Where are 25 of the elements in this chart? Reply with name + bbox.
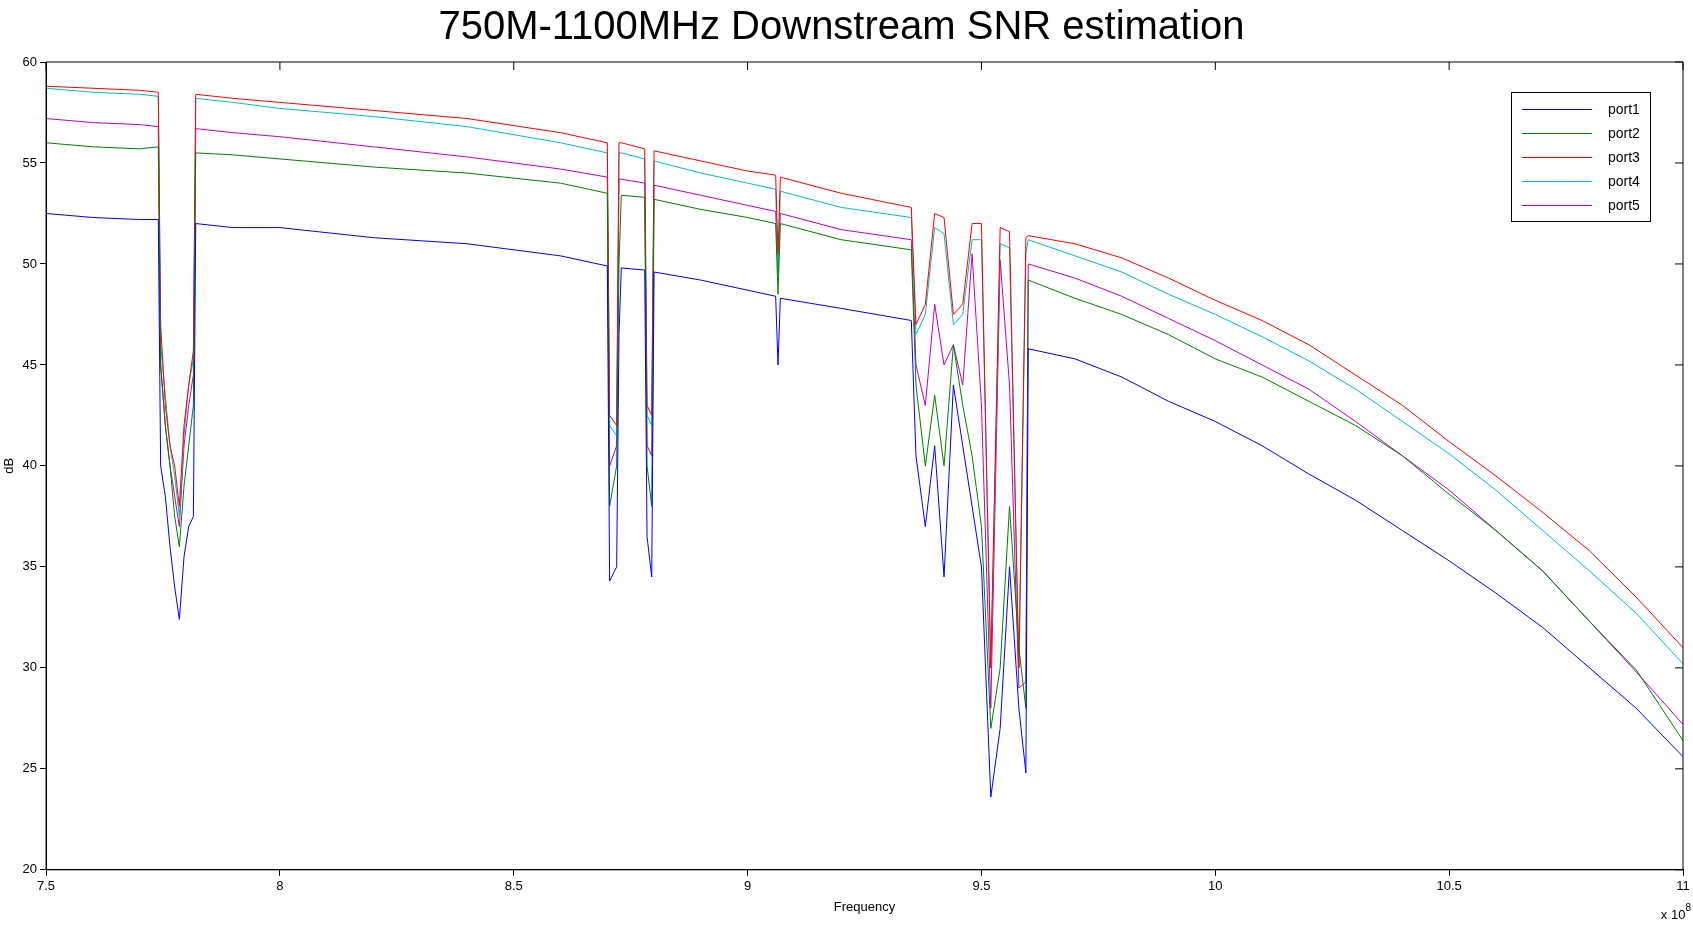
- y-axis-title: dB: [1, 457, 17, 474]
- x-tick-label: 9: [743, 878, 752, 894]
- x-tick-label: 8: [276, 878, 284, 894]
- legend-label: port5: [1608, 197, 1640, 213]
- legend-label: port3: [1608, 149, 1640, 165]
- y-tick-label: 60: [22, 53, 38, 69]
- y-tick-label: 30: [22, 659, 38, 675]
- x-tick-label: 11: [1676, 878, 1690, 894]
- x-tick-label: 10: [1208, 878, 1223, 894]
- y-tick-label: 50: [22, 255, 38, 271]
- y-tick-label: 55: [22, 154, 38, 170]
- x-axis-title: Frequency: [833, 898, 896, 914]
- y-tick-label: 25: [22, 760, 38, 776]
- x-tick-label: 8.5: [504, 878, 523, 894]
- legend-label: port2: [1608, 125, 1640, 141]
- y-tick-label: 45: [22, 356, 38, 372]
- x-tick-label: 7.5: [37, 878, 56, 894]
- legend-label: port1: [1608, 101, 1640, 117]
- chart-title: 750M-1100MHz Downstream SNR estimation: [438, 3, 1245, 48]
- legend-label: port4: [1608, 173, 1640, 189]
- x-tick-label: 9.5: [972, 878, 991, 894]
- y-tick-label: 40: [22, 457, 38, 473]
- y-tick-label: 20: [22, 861, 38, 877]
- y-tick-label: 35: [22, 558, 38, 574]
- x-tick-label: 10.5: [1436, 878, 1462, 894]
